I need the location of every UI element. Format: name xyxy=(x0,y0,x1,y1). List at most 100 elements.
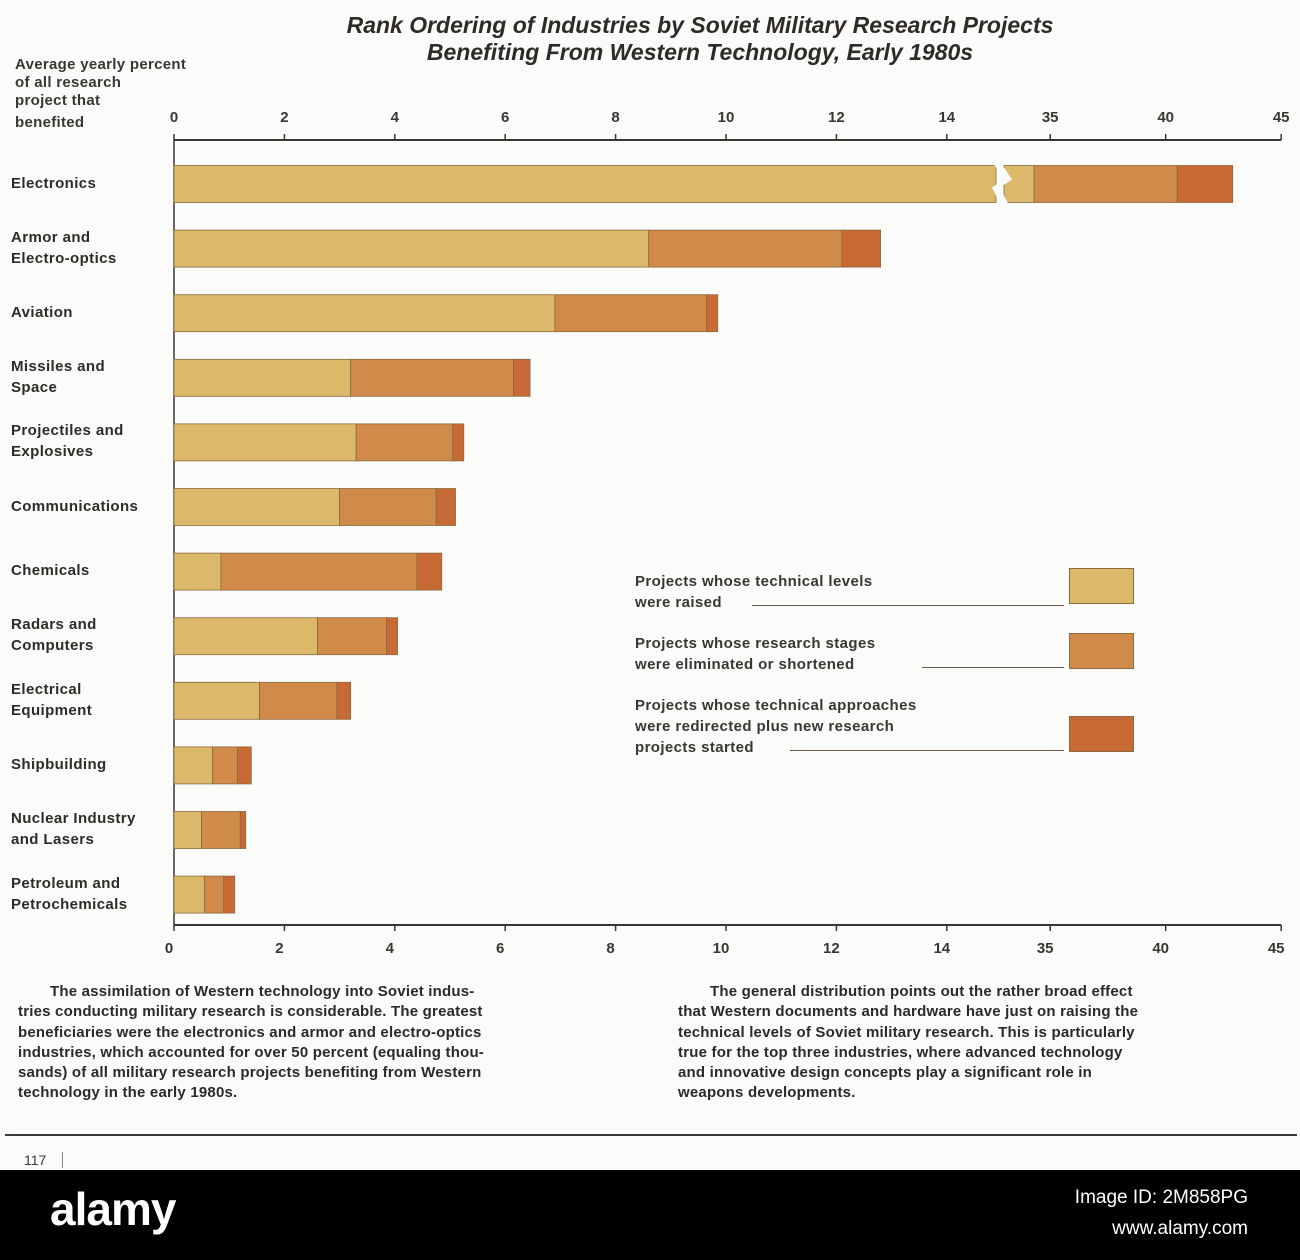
axis-break-mark xyxy=(992,164,1012,204)
bar-segment xyxy=(173,294,556,333)
top-tick-label: 2 xyxy=(280,109,288,126)
watermark-image-id: Image ID: 2M858PG xyxy=(1074,1187,1248,1208)
bottom-tick-label: 14 xyxy=(933,940,950,957)
category-label: Petroleum and Petrochemicals xyxy=(11,873,176,915)
bottom-tick-label: 35 xyxy=(1037,940,1054,957)
bar-segment xyxy=(554,294,708,333)
legend-text-line: projects started xyxy=(635,739,754,756)
category-label-line: Armor and xyxy=(11,228,91,246)
axis-label-line: benefited xyxy=(15,114,85,131)
legend-entry-shortened: Projects whose research stages were elim… xyxy=(635,633,1065,675)
bar-segment xyxy=(173,875,205,914)
category-label: Projectiles and Explosives xyxy=(11,420,176,462)
category-label-line: Electronics xyxy=(11,174,97,192)
legend-swatch-shortened xyxy=(1069,633,1134,669)
bar-segment xyxy=(386,617,398,656)
legend-text-line: Projects whose technical levels xyxy=(635,573,873,590)
bar-segment xyxy=(203,875,225,914)
category-label-line: Nuclear Industry xyxy=(11,810,136,827)
bar-segment xyxy=(173,811,203,849)
bar-segment xyxy=(1176,165,1234,203)
page-number-separator xyxy=(62,1152,63,1168)
bar-segment xyxy=(1033,165,1178,203)
category-label-line: Aviation xyxy=(11,303,73,321)
category-label: Radars and Computers xyxy=(11,614,176,656)
category-label-line: and Lasers xyxy=(11,831,95,848)
top-tick-label: 0 xyxy=(170,109,178,126)
category-label-line: Radars and xyxy=(11,616,97,634)
category-label: Missiles and Space xyxy=(11,356,176,398)
bottom-tick-label: 45 xyxy=(1268,940,1285,957)
bar-segment xyxy=(173,358,352,397)
axis-label-line: of all research xyxy=(15,74,122,91)
bar-segment xyxy=(841,229,881,268)
bar-segment xyxy=(237,746,252,785)
caption-right: The general distribution points out the … xyxy=(678,982,1278,1104)
caption-line: The general distribution points out the … xyxy=(710,983,1133,1000)
bar-segment xyxy=(173,681,260,720)
category-label-line: Shipbuilding xyxy=(11,755,107,773)
bottom-tick-label: 10 xyxy=(713,940,730,957)
bar-segment xyxy=(706,294,719,333)
category-label: Communications xyxy=(11,496,176,517)
bar-segment xyxy=(173,617,318,656)
category-label-line: Space xyxy=(11,378,58,396)
caption-line: and innovative design concepts play a si… xyxy=(678,1064,1092,1082)
bar-segment xyxy=(212,746,238,785)
chart-title-line: Rank Ordering of Industries by Soviet Mi… xyxy=(346,12,1054,38)
category-label: Armor and Electro-optics xyxy=(11,227,176,269)
caption-line: technology in the early 1980s. xyxy=(18,1084,238,1102)
page-number: 117 xyxy=(24,1152,47,1168)
category-label: Electrical Equipment xyxy=(11,679,176,721)
watermark-logo: alamy xyxy=(50,1183,176,1235)
bottom-tick-label: 2 xyxy=(275,940,283,957)
category-label: Electronics xyxy=(11,173,176,194)
caption-line: beneficiaries were the electronics and a… xyxy=(18,1023,482,1041)
bar-segment xyxy=(220,552,418,591)
bar-segment xyxy=(173,165,997,203)
category-label-line: Missiles and xyxy=(11,357,106,375)
bottom-tick-label: 6 xyxy=(496,940,504,957)
top-tick-label: 6 xyxy=(501,109,509,126)
legend-text-line: were eliminated or shortened xyxy=(635,656,855,673)
category-label-line: Explosives xyxy=(11,443,94,461)
bottom-tick-label: 12 xyxy=(823,940,840,957)
caption-line: The assimilation of Western technology i… xyxy=(50,983,475,1000)
caption-line: tries conducting military research is co… xyxy=(18,1003,483,1021)
bar-segment xyxy=(648,229,843,268)
bar-segment xyxy=(259,681,338,720)
legend-text-line: Projects whose research stages xyxy=(635,635,876,652)
category-label-line: Petrochemicals xyxy=(11,895,128,913)
bar-segment xyxy=(336,681,352,720)
watermark-url: www.alamy.com xyxy=(1112,1218,1248,1239)
bottom-tick-label: 8 xyxy=(606,940,614,957)
chart-plot: 0 0 2 2 4 4 6 6 8 8 10 10 12 12 14 14 35 35 40 40 45 45 xyxy=(165,109,1290,957)
bar-segment xyxy=(173,229,650,268)
bar-segment xyxy=(435,488,456,526)
bar-segment xyxy=(173,423,357,462)
top-tick-label: 14 xyxy=(938,109,955,126)
bottom-tick-label: 4 xyxy=(386,940,395,957)
legend-swatch-redirected xyxy=(1069,716,1134,752)
chart-title: Rank Ordering of Industries by Soviet Mi… xyxy=(150,12,1250,66)
axis-label-line: project that xyxy=(15,92,101,109)
legend-leader-line xyxy=(790,750,1064,751)
top-tick-label: 12 xyxy=(828,109,845,126)
bar-segment xyxy=(513,358,531,397)
bar-segment xyxy=(350,358,514,397)
legend-text-line: were redirected plus new research xyxy=(635,718,895,735)
bar-segment xyxy=(339,488,437,526)
bar-segment xyxy=(452,423,465,462)
caption-line: that Western documents and hardware have… xyxy=(678,1003,1139,1021)
bar-segment xyxy=(1003,165,1035,203)
category-label-line: Electro-optics xyxy=(11,249,117,267)
legend-swatch-raised xyxy=(1069,568,1134,604)
legend-text-line: Projects whose technical approaches xyxy=(635,697,917,714)
bar-segment xyxy=(239,811,247,849)
bar-segment xyxy=(355,423,454,462)
bar-segment xyxy=(173,488,341,526)
chart-title-line: Benefiting From Western Technology, Earl… xyxy=(426,39,974,65)
top-tick-label: 4 xyxy=(391,109,400,126)
caption-line: technical levels of Soviet military rese… xyxy=(678,1023,1135,1041)
legend-entry-redirected: Projects whose technical approaches were… xyxy=(635,695,1065,758)
